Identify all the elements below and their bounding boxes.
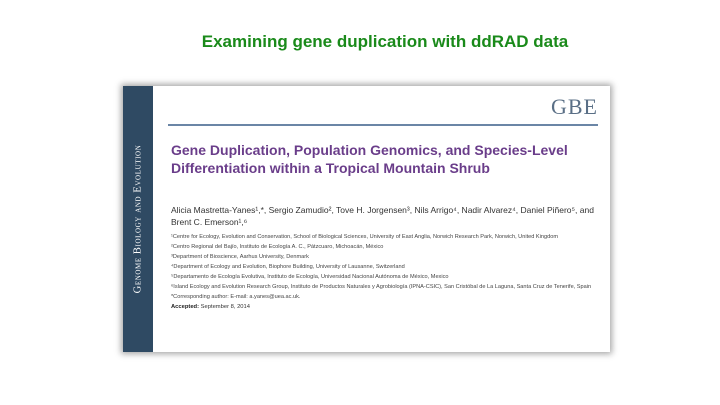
header-divider [168, 124, 598, 126]
affiliation-item: ⁶Island Ecology and Evolution Research G… [171, 283, 592, 290]
affiliation-item: ¹Centre for Ecology, Evolution and Conse… [171, 234, 558, 240]
affiliation-list: ¹Centre for Ecology, Evolution and Conse… [171, 234, 601, 311]
journal-spine: Genome Biology and Evolution [123, 86, 153, 352]
affiliation-item: ⁴Department of Ecology and Evolution, Bi… [171, 263, 405, 270]
accepted-date: Accepted: September 8, 2014 [171, 304, 601, 312]
slide-title: Examining gene duplication with ddRAD da… [201, 32, 569, 51]
affiliation-item: ²Centro Regional del Bajío, Instituto de… [171, 243, 384, 250]
accepted-label: Accepted: [171, 303, 200, 310]
author-list: Alicia Mastretta-Yanes¹,*, Sergio Zamudi… [171, 205, 594, 227]
journal-spine-text: Genome Biology and Evolution [132, 144, 144, 294]
journal-logo: GBE [551, 94, 598, 119]
affiliation-item: ³Department of Bioscience, Aarhus Univer… [171, 253, 309, 260]
affiliation-item: ⁵Departamento de Ecología Evolutiva, Ins… [171, 273, 449, 280]
paper-screenshot: Genome Biology and Evolution GBE Gene Du… [123, 86, 610, 352]
article-title: Gene Duplication, Population Genomics, a… [171, 142, 568, 176]
corresponding-author: *Corresponding author: E-mail: a.yanes@u… [171, 293, 301, 300]
accepted-date-value: September 8, 2014 [200, 303, 250, 310]
